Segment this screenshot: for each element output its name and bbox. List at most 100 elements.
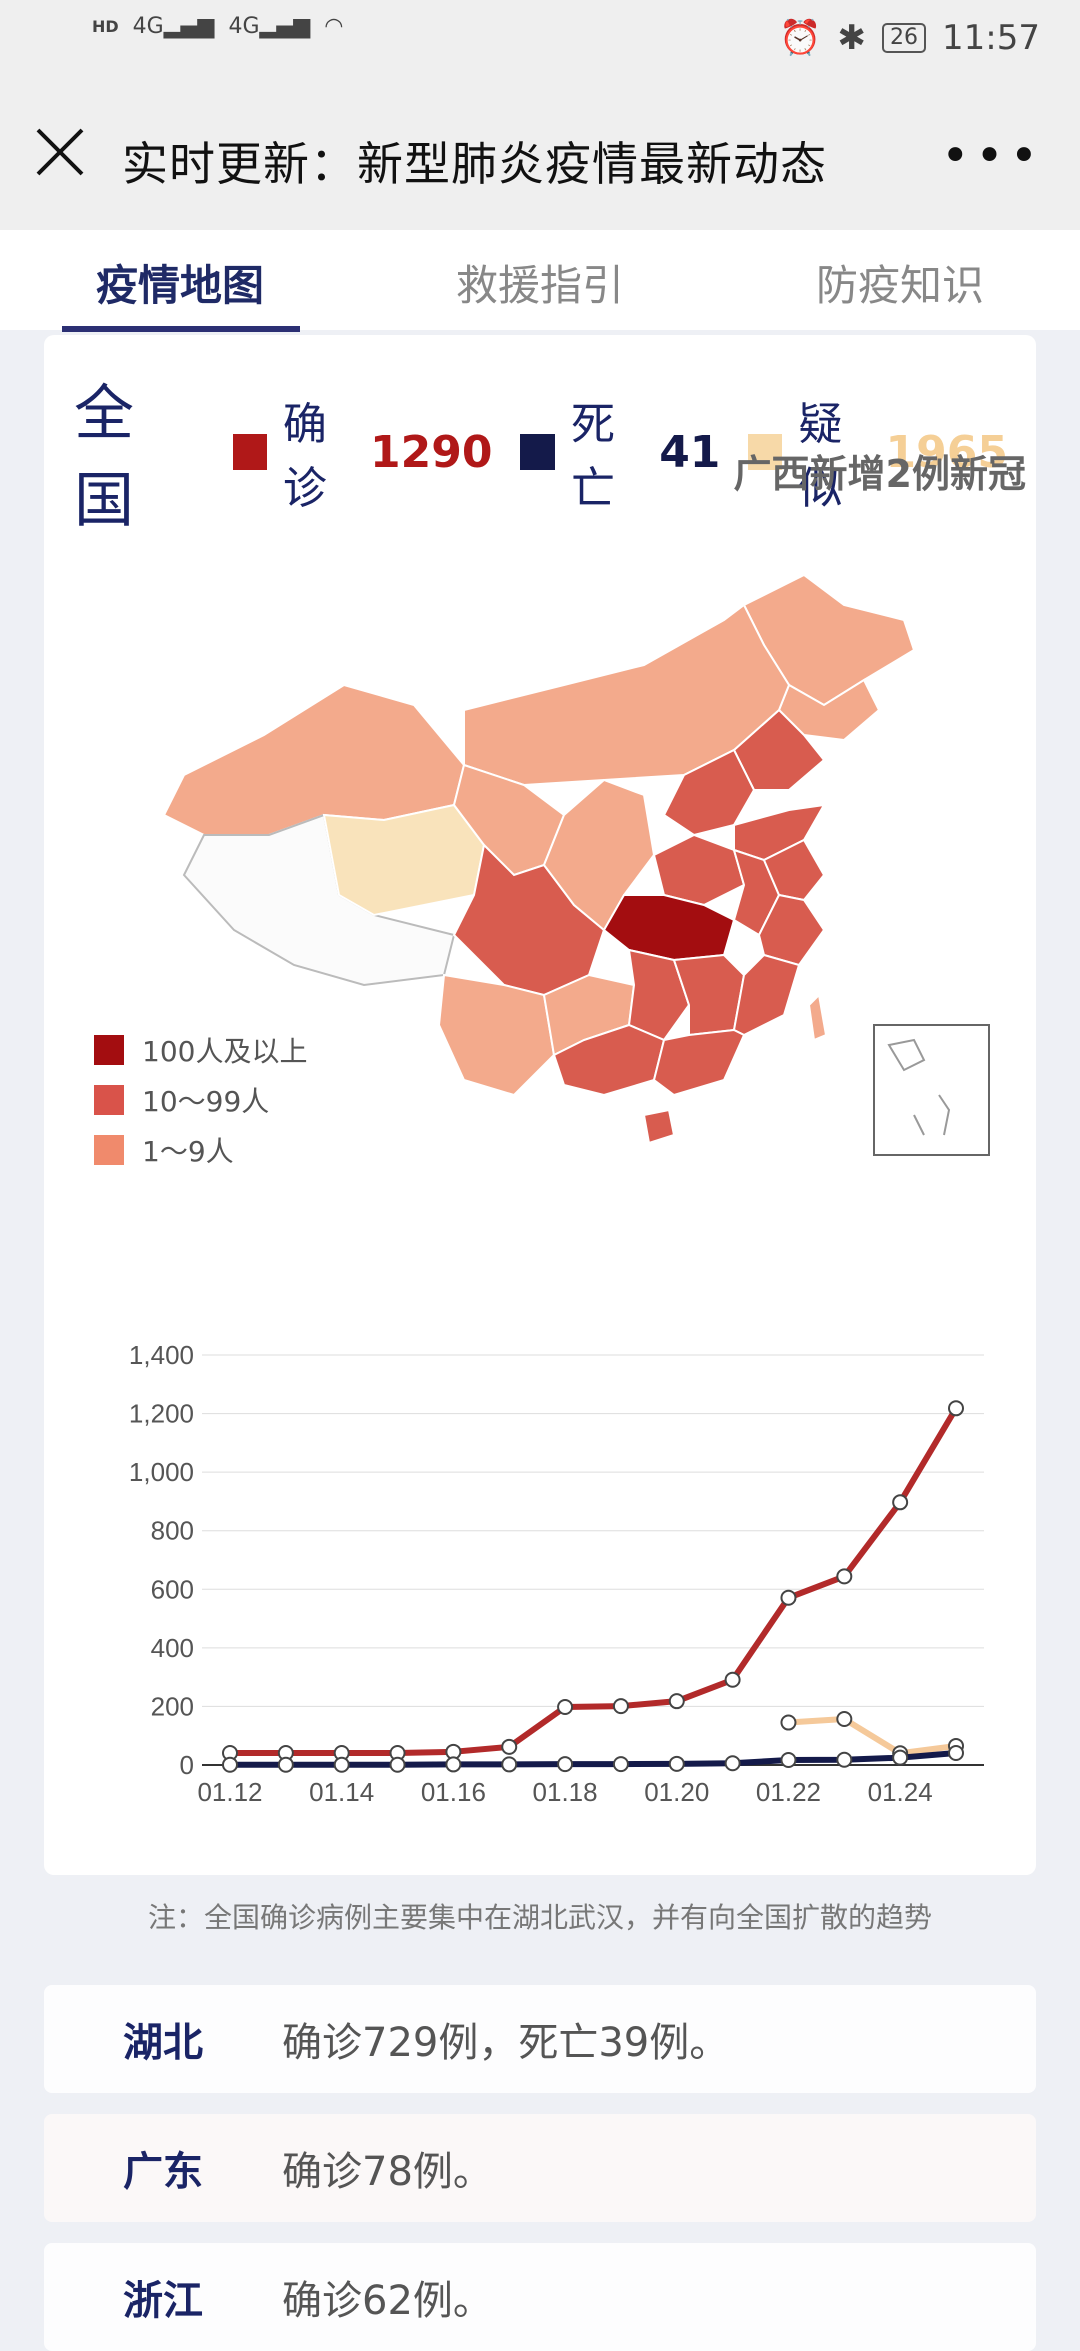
data-point: [333, 1756, 350, 1773]
province-name: 浙江: [123, 2278, 203, 2324]
data-point: [389, 1756, 406, 1773]
data-point: [780, 1714, 797, 1731]
y-tick-label: 400: [151, 1633, 194, 1663]
province-stats: 确诊62例。: [282, 2278, 493, 2324]
x-tick-label: 01.14: [309, 1777, 374, 1807]
map-region-guangdong: [652, 1028, 746, 1097]
confirmed-count: 1290: [370, 426, 493, 478]
suspected-swatch: [748, 434, 783, 470]
data-point: [668, 1755, 685, 1772]
x-tick-label: 01.22: [756, 1777, 821, 1807]
x-tick-label: 01.16: [421, 1777, 486, 1807]
data-point: [892, 1494, 909, 1511]
province-row-zhejiang[interactable]: 浙江 确诊62例。: [44, 2243, 1036, 2351]
legend-item-10-99: 10～99人: [94, 1080, 307, 1120]
y-tick-label: 200: [151, 1691, 194, 1721]
suspected-stat: 疑似 1965: [748, 388, 1008, 516]
data-point: [948, 1744, 964, 1761]
data-point: [836, 1751, 853, 1768]
map-region-fujian: [732, 953, 801, 1037]
map-region-xizang: [182, 813, 456, 987]
map-region-hainan: [642, 1108, 676, 1145]
data-point: [836, 1568, 853, 1585]
province-name: 广东: [123, 2149, 203, 2195]
title-bar: 实时更新：新型肺炎疫情最新动态 •••: [0, 80, 1080, 230]
map-region-jiangsu: [762, 838, 826, 902]
legend-swatch: [94, 1085, 124, 1115]
legend-swatch: [94, 1035, 124, 1065]
death-stat: 死亡 41: [520, 388, 720, 516]
epidemic-card: 全国 确诊 1290 死亡 41 疑似 1965 广西新增2例新冠: [44, 335, 1036, 1875]
province-row-hubei[interactable]: 湖北 确诊729例，死亡39例。: [44, 1985, 1036, 2093]
suspected-count: 1965: [885, 426, 1008, 478]
more-options-icon[interactable]: •••: [941, 128, 1044, 184]
map-region-qinghai: [322, 803, 486, 917]
data-point: [222, 1756, 238, 1773]
data-point: [948, 1400, 964, 1417]
alarm-icon: ⏰: [779, 18, 822, 58]
tab-prevention-knowledge[interactable]: 防疫知识: [815, 261, 984, 310]
data-point: [668, 1693, 685, 1710]
x-tick-label: 01.24: [868, 1777, 933, 1807]
tab-epidemic-map[interactable]: 疫情地图: [0, 230, 360, 332]
x-tick-label: 01.12: [197, 1777, 262, 1807]
national-summary: 全国 确诊 1290 死亡 41 疑似 1965: [74, 365, 1036, 539]
y-tick-label: 1,000: [129, 1457, 194, 1487]
data-point: [557, 1699, 574, 1716]
series-line-0: [230, 1406, 959, 1756]
data-point: [892, 1749, 909, 1766]
legend-item-1-9: 1～9人: [94, 1130, 307, 1170]
map-region-neimenggu: [463, 603, 791, 787]
data-point: [445, 1756, 462, 1773]
news-ticker[interactable]: 广西新增2例新冠: [733, 452, 1026, 496]
map-legend: 100人及以上 10～99人 1～9人: [94, 1030, 307, 1180]
map-region-yunnan: [437, 973, 556, 1097]
province-stats: 确诊78例。: [282, 2149, 493, 2195]
data-point: [724, 1671, 741, 1688]
wifi-icon: ◠: [324, 14, 344, 39]
data-point: [612, 1756, 629, 1773]
china-map[interactable]: [44, 535, 1036, 1175]
data-point: [836, 1711, 853, 1728]
y-tick-label: 0: [180, 1750, 194, 1780]
tab-bar: 疫情地图 救援指引 防疫知识: [0, 230, 1080, 332]
signal-icon-2: 4G▂▄▆: [228, 14, 311, 39]
data-point: [780, 1589, 797, 1606]
confirmed-swatch: [232, 434, 267, 470]
signal-icon-1: 4G▂▄▆: [132, 14, 215, 39]
data-point: [557, 1756, 574, 1773]
x-tick-label: 01.20: [644, 1777, 709, 1807]
page-title: 实时更新：新型肺炎疫情最新动态: [122, 137, 827, 191]
y-tick-label: 800: [151, 1516, 194, 1546]
status-bar: HD 4G▂▄▆ 4G▂▄▆ ◠ ⏰ ✱ 26 11:57: [0, 0, 1080, 80]
series-line-2: [230, 1750, 957, 1768]
province-name: 湖北: [123, 2020, 203, 2066]
data-point: [277, 1756, 294, 1773]
data-point: [724, 1755, 741, 1772]
data-point: [501, 1738, 518, 1755]
south-china-sea-inset: [873, 1024, 990, 1156]
trend-line-chart: 0 200 400 600 800 1,000 1,200 1,400 01.12 01.14 01…: [129, 1340, 984, 1807]
legend-item-100-plus: 100人及以上: [94, 1030, 307, 1070]
battery-icon: 26: [882, 23, 927, 53]
data-point: [612, 1698, 629, 1715]
clock: 11:57: [942, 18, 1040, 58]
map-region-taiwan: [807, 992, 828, 1042]
province-row-guangdong[interactable]: 广东 确诊78例。: [44, 2114, 1036, 2222]
hd-indicator: HD: [92, 16, 119, 36]
death-count: 41: [659, 426, 721, 478]
map-region-henan: [652, 833, 746, 907]
close-icon[interactable]: [30, 122, 90, 182]
data-point: [780, 1752, 797, 1769]
region-label: 全国: [74, 379, 134, 536]
chart-footnote: 注：全国确诊病例主要集中在湖北武汉，并有向全国扩散的趋势: [147, 1901, 932, 1934]
tab-rescue-guide[interactable]: 救援指引: [455, 261, 624, 310]
legend-swatch: [94, 1135, 124, 1165]
confirmed-stat: 确诊 1290: [232, 388, 493, 516]
series-line-1: [788, 1716, 957, 1757]
y-tick-label: 1,400: [129, 1340, 194, 1370]
data-point: [501, 1756, 518, 1773]
y-tick-label: 1,200: [129, 1399, 194, 1429]
x-tick-label: 01.18: [533, 1777, 598, 1807]
y-tick-label: 600: [151, 1574, 194, 1604]
